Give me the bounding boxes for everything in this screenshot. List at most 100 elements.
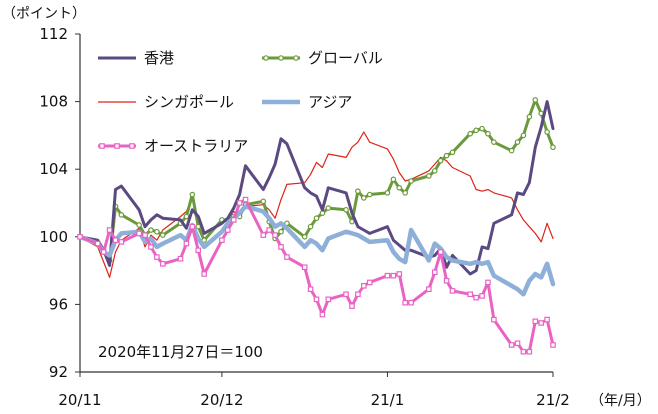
x-unit-label: （年/月）	[590, 393, 651, 409]
legend-marker	[114, 143, 120, 149]
data-point	[473, 294, 479, 301]
data-point	[272, 232, 278, 238]
base-date-note: 2020年11月27日＝100	[98, 343, 263, 361]
data-point	[100, 249, 107, 255]
data-point	[467, 130, 474, 137]
y-tick-label: 112	[39, 25, 68, 43]
data-point	[366, 191, 373, 198]
series-line-asia	[77, 204, 556, 297]
data-point	[550, 144, 556, 151]
data-point	[396, 184, 403, 191]
legend-marker	[99, 143, 105, 149]
data-point	[319, 311, 326, 318]
data-point	[266, 227, 273, 233]
data-point	[526, 348, 533, 355]
data-point	[544, 316, 550, 323]
data-point	[526, 114, 533, 120]
data-point	[479, 125, 485, 132]
y-tick-label: 100	[39, 228, 68, 246]
data-point	[532, 97, 539, 103]
plot-frame	[75, 33, 554, 377]
data-point	[313, 296, 320, 303]
legend-item-hongkong: 香港	[98, 49, 174, 67]
x-tick-label: 21/1	[371, 391, 405, 409]
data-point	[431, 269, 438, 276]
x-tick-label: 20/12	[200, 391, 243, 409]
data-point	[431, 168, 438, 174]
data-point	[301, 234, 308, 240]
legend-marker	[263, 55, 269, 61]
data-point	[307, 223, 314, 230]
data-point	[514, 340, 521, 347]
data-point	[366, 279, 373, 286]
data-point	[384, 272, 391, 279]
data-point	[426, 173, 432, 179]
data-point	[361, 283, 367, 289]
series-line-australia	[78, 198, 555, 354]
data-point	[313, 215, 320, 222]
data-point	[473, 127, 479, 134]
data-point	[491, 316, 497, 323]
data-point	[189, 223, 196, 230]
data-point	[396, 271, 403, 277]
data-point	[154, 228, 160, 235]
data-point	[260, 198, 267, 205]
data-point	[325, 296, 332, 303]
legend-item-singapore: シンガポール	[98, 93, 234, 111]
y-tick-label: 104	[39, 160, 68, 178]
legend-label: アジア	[308, 93, 352, 111]
data-point	[307, 286, 314, 292]
series-asia	[77, 204, 556, 297]
data-point	[520, 348, 527, 355]
data-point	[242, 196, 249, 203]
y-tick-label: 108	[39, 93, 68, 111]
data-point	[443, 277, 450, 284]
data-point	[514, 139, 521, 145]
data-point	[236, 200, 243, 206]
data-point	[402, 299, 408, 306]
data-point	[508, 342, 515, 348]
x-tick-labels: 20/11 20/12 21/1 21/2	[58, 391, 569, 409]
data-point	[183, 213, 190, 220]
y-tick-label: 92	[49, 363, 68, 381]
data-point	[230, 217, 237, 223]
data-point	[94, 240, 101, 247]
data-point	[195, 247, 202, 254]
series-australia	[77, 196, 556, 355]
data-point	[301, 264, 308, 271]
data-point	[491, 139, 497, 145]
data-point	[449, 288, 456, 294]
legend-item-australia: オーストラリア	[98, 137, 248, 155]
data-point	[343, 206, 349, 213]
data-point	[408, 178, 414, 184]
series-hongkong	[78, 100, 555, 276]
data-point	[384, 190, 391, 196]
legend-marker	[278, 55, 284, 61]
data-point	[159, 232, 166, 238]
data-point	[520, 132, 527, 139]
data-point	[260, 232, 267, 238]
data-point	[408, 299, 414, 306]
data-point	[118, 239, 125, 245]
x-tick-label: 21/2	[536, 391, 570, 409]
data-point	[532, 318, 539, 325]
legend-marker	[293, 55, 299, 61]
data-point	[390, 176, 397, 183]
data-point	[319, 210, 326, 216]
data-point	[360, 195, 367, 201]
data-point	[426, 286, 432, 292]
data-point	[148, 227, 154, 233]
legend-label: シンガポール	[144, 93, 234, 111]
data-point	[159, 261, 166, 267]
data-point	[479, 293, 485, 299]
data-point	[154, 254, 160, 260]
data-point	[390, 272, 397, 279]
data-point	[278, 228, 284, 235]
y-tick-labels: 92 96 100 104 108 112	[39, 25, 68, 381]
data-point	[219, 237, 225, 243]
y-tick-label: 96	[49, 295, 68, 313]
legend-item-asia: アジア	[262, 93, 352, 111]
data-point	[177, 255, 184, 262]
